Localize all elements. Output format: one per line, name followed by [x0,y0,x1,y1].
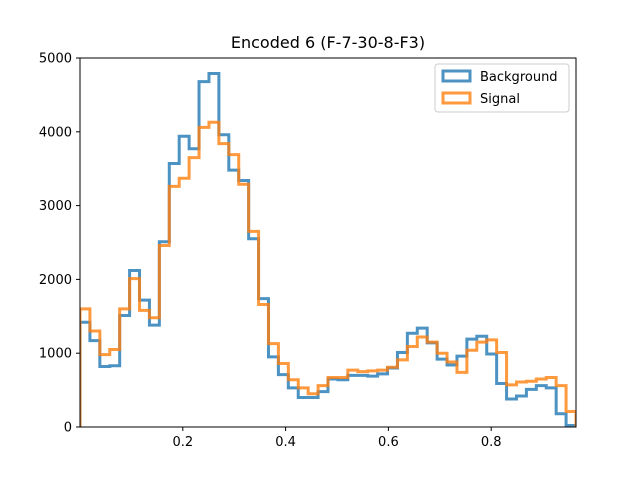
y-tick-label: 4000 [39,125,72,140]
legend: Background Signal [434,63,570,113]
y-tick-label: 3000 [39,199,72,214]
y-tick-label: 2000 [39,273,72,288]
x-tick-label: 0.4 [275,435,296,450]
legend-label-signal: Signal [480,92,520,107]
histogram-step-background [80,71,576,427]
histogram-step-signal [80,120,576,427]
x-tick-label: 0.6 [378,435,399,450]
y-tick-label: 5000 [39,52,72,67]
chart-title: Encoded 6 (F-7-30-8-F3) [231,33,425,52]
legend-label-background: Background [480,70,558,85]
axes: 0.2 0.4 0.6 0.8 0 1000 2000 3000 4000 5000 [39,52,577,450]
x-tick-label: 0.8 [481,435,502,450]
axes-frame [79,57,577,428]
legend-swatch-signal [441,91,472,105]
plot-area [80,71,576,427]
y-tick-label: 1000 [39,347,72,362]
x-tick-label: 0.2 [172,435,193,450]
legend-swatch-background [441,69,472,83]
y-tick-label: 0 [64,421,72,436]
